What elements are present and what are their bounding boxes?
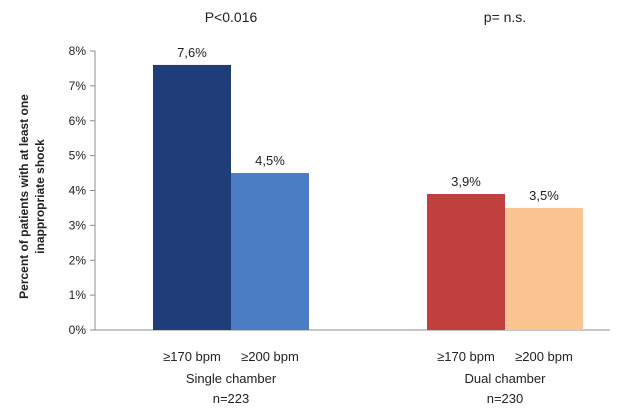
bars <box>153 64 583 330</box>
bar <box>153 64 231 330</box>
group-n-label: n=230 <box>487 391 524 406</box>
labels: 7,6% ≥170 bpm 4,5% ≥200 bpm Single chamber n=… <box>163 9 573 406</box>
group-n-label: n=223 <box>213 391 250 406</box>
y-tick-label: 8% <box>69 44 87 58</box>
y-tick-label: 0% <box>69 323 87 337</box>
y-tick-label: 5% <box>69 149 87 163</box>
significance-label: P<0.016 <box>205 9 258 25</box>
x-tick-label: ≥170 bpm <box>163 349 221 364</box>
bar-value-label: 3,9% <box>451 174 481 189</box>
y-tick-label: 4% <box>69 184 87 198</box>
bar-value-label: 3,5% <box>529 188 559 203</box>
group-label: Single chamber <box>186 371 277 386</box>
y-tick-label: 7% <box>69 79 87 93</box>
y-tick-label: 1% <box>69 288 87 302</box>
significance-label: p= n.s. <box>484 9 526 25</box>
y-axis-title-line: Percent of patients with at least one <box>17 94 31 299</box>
y-tick-label: 6% <box>69 114 87 128</box>
y-tick-label: 2% <box>69 253 87 267</box>
y-axis-title-line: inappropriate shock <box>33 139 47 254</box>
bar <box>505 207 583 330</box>
y-axis-label: Percent of patients with at least one ina… <box>17 94 47 299</box>
y-axis-title: Percent of patients with at least one ina… <box>17 94 47 299</box>
bar <box>231 173 309 330</box>
x-tick-label: ≥200 bpm <box>515 349 573 364</box>
x-tick-label: ≥170 bpm <box>437 349 495 364</box>
group-label: Dual chamber <box>465 371 547 386</box>
y-axis: 0% 1% 2% 3% 4% 5% 6% 7% 8% <box>69 44 610 337</box>
bar <box>427 193 505 330</box>
x-tick-label: ≥200 bpm <box>241 349 299 364</box>
bar-value-label: 7,6% <box>177 45 207 60</box>
y-tick-label: 3% <box>69 218 87 232</box>
bar-value-label: 4,5% <box>255 153 285 168</box>
